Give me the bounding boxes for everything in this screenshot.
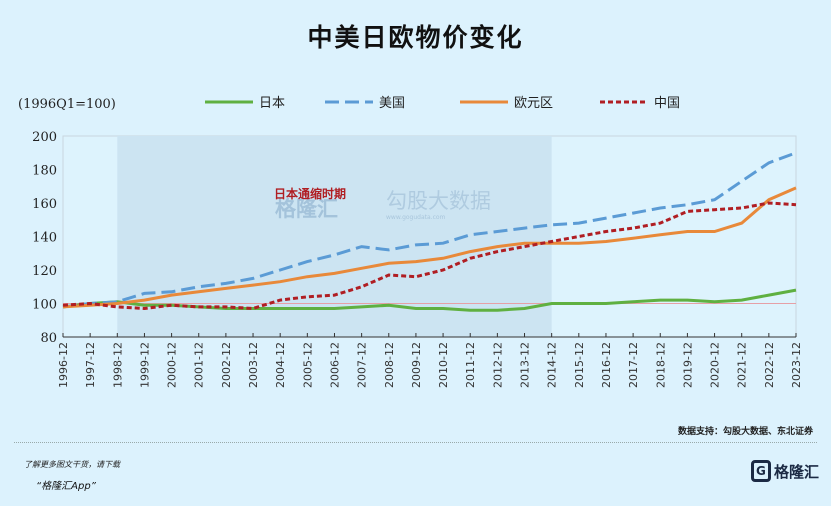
y-tick-label: 200 bbox=[32, 130, 57, 145]
x-tick-label: 2001-12 bbox=[193, 342, 206, 388]
data-source: 数据支持：勾股大数据、东北证券 bbox=[677, 427, 813, 437]
y-tick-label: 100 bbox=[32, 298, 57, 313]
legend-label: 中国 bbox=[654, 96, 680, 111]
x-tick-label: 1997-12 bbox=[84, 342, 97, 388]
watermark-brand: 格隆汇 bbox=[275, 197, 338, 221]
legend-label: 日本 bbox=[259, 96, 285, 111]
x-tick-label: 2005-12 bbox=[301, 342, 314, 388]
watermark-data-brand: 勾股大数据 bbox=[386, 189, 491, 213]
x-tick-label: 2008-12 bbox=[383, 342, 396, 388]
watermark-data-url: www.gogudata.com bbox=[386, 214, 446, 221]
logo-text: 格隆汇 bbox=[773, 462, 819, 481]
x-tick-label: 2022-12 bbox=[763, 342, 776, 388]
logo-g-icon: G bbox=[750, 460, 771, 482]
x-tick-label: 2016-12 bbox=[600, 342, 613, 388]
x-tick-label: 1998-12 bbox=[111, 342, 124, 388]
x-tick-label: 2003-12 bbox=[247, 342, 260, 388]
y-tick-label: 160 bbox=[32, 197, 57, 212]
x-tick-label: 2007-12 bbox=[356, 342, 369, 388]
divider bbox=[14, 442, 817, 443]
y-tick-label: 140 bbox=[32, 231, 57, 246]
series-line-1 bbox=[62, 151, 797, 309]
y-tick-label: 180 bbox=[32, 164, 57, 179]
x-tick-label: 2000-12 bbox=[166, 342, 179, 388]
x-tick-label: 2015-12 bbox=[573, 342, 586, 388]
promo-text: 了解更多图文干货，请下载 bbox=[24, 460, 120, 469]
x-tick-label: 2002-12 bbox=[220, 342, 233, 388]
x-tick-label: 2017-12 bbox=[627, 342, 640, 388]
series-line-3 bbox=[62, 201, 797, 311]
x-tick-label: 2023-12 bbox=[790, 342, 803, 388]
x-tick-label: 2020-12 bbox=[709, 342, 722, 388]
x-tick-label: 1996-12 bbox=[57, 342, 70, 388]
legend-label: 美国 bbox=[379, 96, 405, 111]
x-tick-label: 2011-12 bbox=[464, 342, 477, 388]
legend-label: 欧元区 bbox=[514, 96, 553, 111]
y-tick-label: 80 bbox=[40, 331, 57, 346]
x-tick-label: 2013-12 bbox=[519, 342, 532, 388]
x-tick-label: 2021-12 bbox=[736, 342, 749, 388]
gelonghui-logo: G 格隆汇 bbox=[750, 460, 819, 482]
x-tick-label: 2014-12 bbox=[546, 342, 559, 388]
x-tick-label: 2009-12 bbox=[410, 342, 423, 388]
y-tick-label: 120 bbox=[32, 264, 57, 279]
x-tick-label: 2006-12 bbox=[328, 342, 341, 388]
shaded-region-label: 日本通缩时期 bbox=[274, 186, 346, 201]
x-tick-label: 2004-12 bbox=[274, 342, 287, 388]
promo-app-name[interactable]: “格隆汇App” bbox=[36, 481, 96, 492]
x-tick-label: 2012-12 bbox=[491, 342, 504, 388]
x-tick-label: 2010-12 bbox=[437, 342, 450, 388]
chart-title: 中美日欧物价变化 bbox=[307, 23, 524, 52]
x-tick-label: 2019-12 bbox=[681, 342, 694, 388]
x-tick-label: 1999-12 bbox=[138, 342, 151, 388]
y-axis-label: (1996Q1=100) bbox=[18, 97, 116, 112]
series-line-2 bbox=[62, 186, 797, 309]
x-tick-label: 2018-12 bbox=[654, 342, 667, 388]
